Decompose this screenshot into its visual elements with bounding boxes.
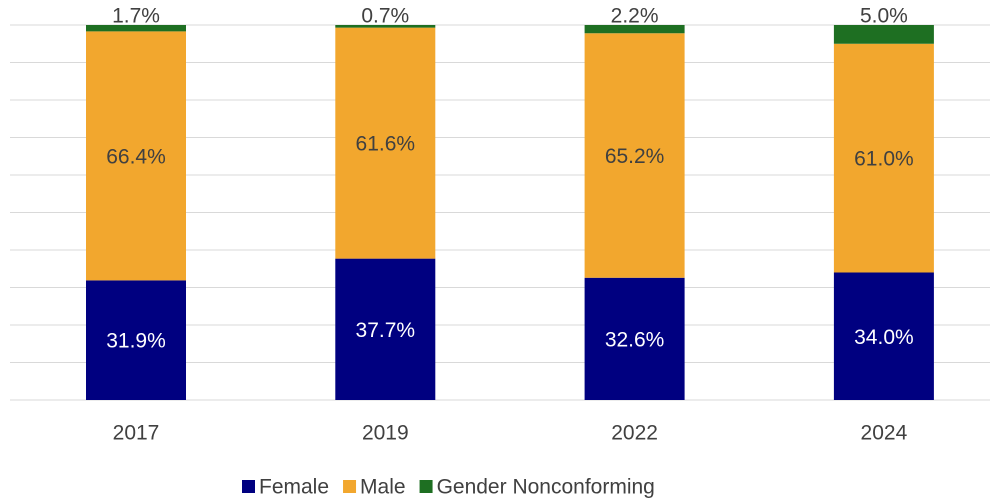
bar-segment xyxy=(86,25,186,32)
bar-segment xyxy=(584,277,685,400)
x-tick-label: 2022 xyxy=(611,422,658,445)
data-label: 37.7% xyxy=(356,319,416,342)
legend-label: Female xyxy=(259,476,329,499)
x-tick-label: 2024 xyxy=(861,422,908,445)
data-label: 34.0% xyxy=(854,326,914,349)
x-tick-label: 2017 xyxy=(113,422,160,445)
legend-swatch xyxy=(343,480,357,493)
bar-segment xyxy=(335,258,436,400)
bar-segment xyxy=(833,25,934,44)
data-label: 1.7% xyxy=(112,5,160,28)
bar-segment xyxy=(584,33,685,278)
data-label: 32.6% xyxy=(605,328,665,351)
data-label: 65.2% xyxy=(605,145,665,168)
legend-label: Gender Nonconforming xyxy=(437,476,655,499)
data-label: 0.7% xyxy=(361,5,409,28)
data-label: 31.9% xyxy=(106,330,166,353)
bar-segment xyxy=(86,31,186,281)
x-tick-label: 2019 xyxy=(362,422,409,445)
bar-segment xyxy=(584,25,685,34)
data-label: 61.0% xyxy=(854,148,914,171)
bar-segment xyxy=(335,25,436,28)
bar-segment xyxy=(833,272,934,400)
bar-segment xyxy=(86,280,186,400)
data-label: 66.4% xyxy=(106,145,166,168)
data-label: 61.6% xyxy=(356,133,416,156)
legend-swatch xyxy=(419,480,433,493)
data-label: 2.2% xyxy=(611,5,659,28)
legend-swatch xyxy=(242,480,255,493)
bar-segment xyxy=(335,27,436,259)
bar-segment xyxy=(833,43,934,273)
legend-label: Male xyxy=(360,476,406,499)
data-label: 5.0% xyxy=(860,5,908,28)
